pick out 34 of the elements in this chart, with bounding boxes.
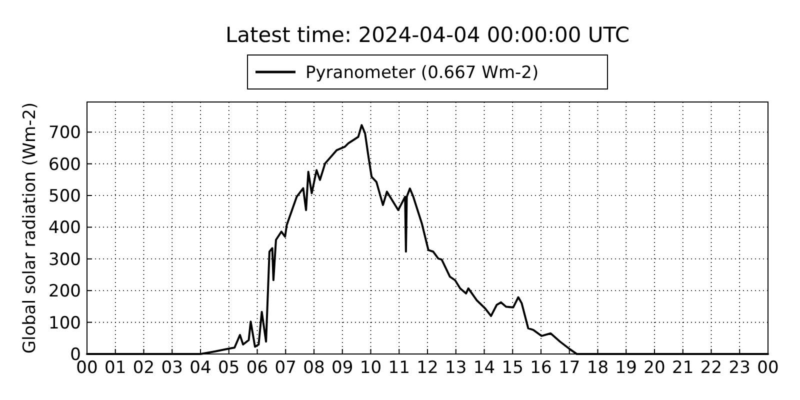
x-tick-label: 08 [303, 358, 325, 378]
x-tick-label: 15 [502, 358, 524, 378]
x-tick-label: 20 [644, 358, 666, 378]
x-tick-label: 09 [332, 358, 354, 378]
x-tick-label: 00 [757, 358, 779, 378]
x-tick-label: 12 [416, 358, 438, 378]
x-tick-label: 11 [388, 358, 410, 378]
x-tick-label: 17 [558, 358, 580, 378]
x-tick-label: 13 [445, 358, 467, 378]
x-tick-label: 01 [104, 358, 126, 378]
y-tick-label: 100 [48, 313, 81, 334]
y-tick-label: 200 [48, 282, 81, 302]
x-tick-label: 04 [190, 358, 212, 378]
x-tick-label: 16 [530, 358, 552, 378]
legend-label: Pyranometer (0.667 Wm-2) [306, 62, 539, 83]
chart-title: Latest time: 2024-04-04 00:00:00 UTC [225, 23, 630, 47]
y-tick-label: 700 [48, 123, 81, 144]
x-tick-label: 05 [218, 358, 240, 378]
x-tick-label: 22 [700, 358, 722, 378]
x-tick-label: 03 [161, 358, 183, 378]
x-tick-label: 10 [360, 358, 382, 378]
x-tick-label: 19 [615, 358, 637, 378]
y-tick-label: 400 [48, 218, 81, 238]
x-tick-label: 14 [473, 358, 496, 378]
y-tick-label: 500 [48, 186, 81, 206]
x-tick-label: 06 [246, 358, 268, 378]
x-tick-label: 18 [586, 358, 609, 378]
y-axis-title: Global solar radiation (Wm-2) [20, 102, 40, 354]
x-tick-label: 21 [672, 358, 694, 378]
y-tick-label: 300 [48, 250, 81, 270]
y-tick-label: 600 [48, 154, 81, 175]
x-tick-label: 23 [728, 358, 750, 378]
x-tick-label: 02 [132, 358, 155, 378]
x-tick-label: 07 [274, 358, 296, 378]
